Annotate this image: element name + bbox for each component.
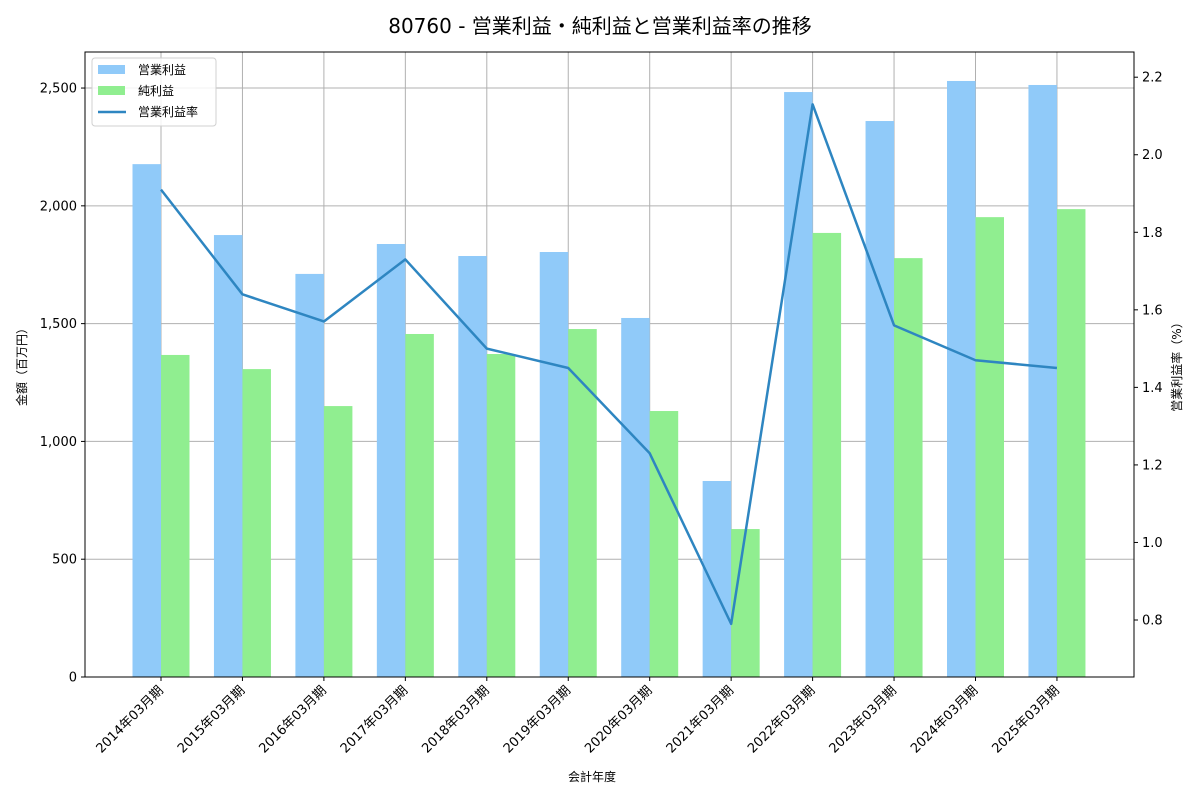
bar-operating-profit [947, 80, 976, 678]
bar-net-profit [242, 369, 271, 677]
legend-box [91, 57, 217, 127]
plot-frame [84, 51, 1135, 678]
margin-line [160, 103, 1058, 626]
bar-operating-profit [621, 317, 650, 677]
bar-operating-profit [458, 256, 487, 677]
x-tick-label: 2021年03月期 [664, 683, 737, 756]
bar-operating-profit [132, 164, 161, 677]
legend-label-net-profit: 純利益 [138, 84, 174, 98]
bar-net-profit [161, 354, 190, 677]
legend-label-margin: 営業利益率 [138, 104, 198, 119]
line-operating-margin [160, 103, 1058, 626]
x-tick-label: 2022年03月期 [745, 683, 818, 756]
y-tick-label: 2,000 [40, 199, 77, 214]
x-axis-label: 会計年度 [568, 769, 616, 784]
y-right-tick-label: 2.0 [1142, 148, 1163, 163]
bar-net-profit [731, 529, 760, 677]
x-tick-label: 2020年03月期 [582, 683, 655, 756]
y-tick-label: 0 [69, 671, 77, 686]
bar-operating-profit [865, 121, 895, 677]
bar-operating-profit [376, 243, 406, 677]
y-axis-left: 0 500 1,000 1,500 2,000 2,500 [40, 82, 85, 686]
legend: 営業利益 純利益 営業利益率 [91, 57, 217, 127]
x-axis: 2014年03月期 2015年03月期 2016年03月期 2017年03月期 2018… [94, 677, 1063, 757]
bar-net-profit [405, 333, 434, 677]
y-right-tick-label: 1.4 [1142, 381, 1163, 396]
bar-net-profit [812, 232, 842, 677]
y-tick-label: 1,500 [40, 317, 77, 332]
bar-net-profit [649, 411, 679, 677]
legend-label-operating-profit: 営業利益 [138, 63, 186, 77]
y-axis-left-label: 金額（百万円） [14, 322, 29, 406]
x-tick-label: 2019年03月期 [501, 683, 574, 756]
bar-operating-profit [213, 235, 243, 678]
legend-swatch-net-profit [98, 86, 125, 95]
x-tick-label: 2014年03月期 [94, 683, 167, 756]
y-right-tick-label: 2.2 [1142, 71, 1163, 86]
bar-operating-profit [1028, 84, 1057, 678]
chart-title: 80760 - 営業利益・純利益と営業利益率の推移 [388, 14, 812, 38]
bar-net-profit [323, 406, 353, 677]
legend-swatch-operating-profit [98, 65, 125, 74]
y-right-tick-label: 1.8 [1142, 226, 1163, 241]
x-tick-label: 2024年03月期 [908, 683, 981, 756]
bar-operating-profit [539, 252, 569, 677]
bar-net-profit [975, 217, 1004, 677]
y-tick-label: 500 [52, 553, 77, 568]
bar-net-profit [568, 329, 597, 677]
bar-net-profit [1056, 209, 1086, 678]
y-right-tick-label: 1.2 [1142, 458, 1163, 473]
y-tick-label: 2,500 [40, 82, 77, 97]
x-tick-label: 2018年03月期 [419, 683, 492, 756]
y-right-tick-label: 1.6 [1142, 303, 1163, 318]
y-axis-right-label: 営業利益率（%） [1169, 316, 1184, 411]
bar-operating-profit [295, 273, 324, 677]
bar-net-profit [486, 354, 516, 677]
x-tick-label: 2016年03月期 [256, 683, 329, 756]
bar-operating-profit [784, 92, 813, 677]
bar-net-profit [894, 258, 923, 677]
bars [132, 80, 1086, 678]
x-tick-label: 2025年03月期 [989, 683, 1062, 756]
y-right-tick-label: 1.0 [1142, 536, 1163, 551]
x-tick-label: 2015年03月期 [175, 683, 248, 756]
y-tick-label: 1,000 [40, 435, 77, 450]
x-tick-label: 2017年03月期 [338, 683, 411, 756]
y-right-tick-label: 0.8 [1142, 614, 1163, 629]
bar-operating-profit [702, 480, 732, 677]
y-axis-right: 0.8 1.0 1.2 1.4 1.6 1.8 2.0 2.2 [1134, 71, 1163, 629]
x-tick-label: 2023年03月期 [827, 683, 900, 756]
